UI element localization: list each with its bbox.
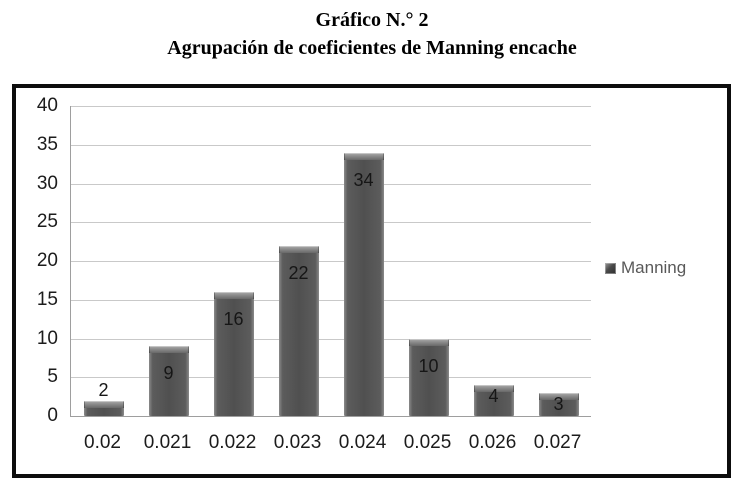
gridline <box>71 261 591 262</box>
x-tick-label: 0.025 <box>403 432 452 453</box>
chart-title: Gráfico N.° 2 Agrupación de coeficientes… <box>0 6 744 62</box>
bar-cap <box>148 346 189 354</box>
bar <box>83 400 124 416</box>
y-tick-label: 20 <box>36 250 58 271</box>
gridline <box>71 222 591 224</box>
bar <box>278 245 319 416</box>
gridline <box>71 377 591 379</box>
gridline <box>71 106 591 107</box>
plot-area: 2 9 16 22 34 10 4 3 <box>70 106 591 417</box>
y-tick-label: 15 <box>36 288 58 310</box>
x-tick-label: 0.023 <box>273 432 322 453</box>
bar-value-label: 9 <box>163 363 174 384</box>
bar-cap <box>473 385 514 392</box>
x-tick-label: 0.024 <box>338 432 387 453</box>
bar <box>213 292 254 416</box>
x-tick-label: 0.02 <box>84 432 121 453</box>
gridline <box>71 183 591 185</box>
bar-cap <box>343 152 384 160</box>
bar-value-label: 2 <box>98 379 109 400</box>
bar <box>408 338 449 416</box>
x-tick-label: 0.027 <box>533 432 582 453</box>
y-tick-label: 0 <box>47 405 58 426</box>
bar-value-label: 10 <box>418 355 439 376</box>
gridline <box>71 338 591 340</box>
bar <box>538 392 579 416</box>
x-tick-label: 0.022 <box>208 432 257 453</box>
bar-value-label: 4 <box>488 386 499 406</box>
chart-title-line1: Gráfico N.° 2 <box>315 9 429 31</box>
bar-cap <box>538 392 579 400</box>
legend-label: Manning <box>621 258 687 277</box>
bar <box>473 385 514 416</box>
bar-value-label: 22 <box>288 262 309 283</box>
bar-cap <box>213 292 254 299</box>
gridline <box>71 299 591 301</box>
y-tick-label: 10 <box>36 327 58 349</box>
y-tick-label: 35 <box>36 133 58 155</box>
bar <box>148 346 189 416</box>
bar-cap <box>408 338 449 346</box>
y-tick-label: 25 <box>36 211 58 233</box>
y-tick-label: 40 <box>36 95 58 116</box>
x-tick-label: 0.026 <box>468 432 517 453</box>
chart-frame: 2 9 16 22 34 10 4 3 0 5 10 15 20 25 30 35 40 0.02 0.021 0… <box>12 84 731 478</box>
bar-value-label: 34 <box>353 169 374 190</box>
bar-value-label: 3 <box>553 393 564 414</box>
legend-marker-icon <box>605 262 616 274</box>
y-tick-label: 5 <box>47 366 58 388</box>
bar <box>343 152 384 416</box>
bar-cap <box>278 245 319 253</box>
y-tick-label: 30 <box>36 172 58 194</box>
bar-value-label: 16 <box>223 309 244 329</box>
x-tick-label: 0.021 <box>143 432 192 453</box>
legend: Manning <box>605 258 686 278</box>
chart-title-line2: Agrupación de coeficientes de Manning en… <box>167 37 577 59</box>
bar-cap <box>83 400 124 408</box>
gridline <box>71 144 591 146</box>
